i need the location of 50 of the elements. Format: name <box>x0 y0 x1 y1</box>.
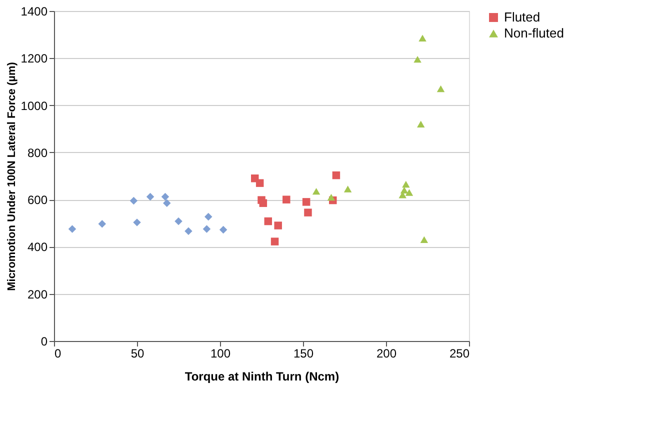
point <box>184 227 192 236</box>
x-tick-label: 50 <box>130 346 144 360</box>
point <box>332 171 340 180</box>
point <box>68 225 76 233</box>
y-tick-label: 200 <box>27 287 48 302</box>
point <box>416 120 425 128</box>
point <box>270 238 279 246</box>
point <box>256 179 264 187</box>
point <box>163 199 171 207</box>
point <box>344 186 352 192</box>
point <box>282 196 290 204</box>
point <box>259 199 268 207</box>
point <box>174 217 182 226</box>
point <box>436 85 445 92</box>
point <box>327 194 336 201</box>
x-tick-label: 150 <box>293 346 314 360</box>
point <box>418 34 426 42</box>
point <box>161 192 170 201</box>
point <box>219 226 228 234</box>
x-tick-label: 100 <box>210 346 231 360</box>
point <box>402 180 410 188</box>
point <box>146 192 154 201</box>
y-tick-label: 1400 <box>20 4 48 18</box>
point <box>304 208 312 216</box>
point <box>274 222 282 230</box>
point <box>133 218 141 226</box>
point <box>312 188 320 195</box>
point <box>202 225 211 233</box>
x-tick-label: 250 <box>449 346 470 360</box>
legend-label: Non-fluted <box>504 26 564 40</box>
y-tick-label: 400 <box>27 240 48 254</box>
x-axis-title: Torque at Ninth Turn (Ncm) <box>184 370 340 384</box>
point <box>405 189 414 196</box>
y-tick-label: 800 <box>27 146 48 160</box>
x-tick-label: 200 <box>376 346 397 360</box>
point <box>414 56 422 63</box>
y-tick-label: 1200 <box>20 52 48 66</box>
point <box>264 217 272 226</box>
y-tick-label: 600 <box>27 193 48 208</box>
point <box>98 220 106 228</box>
point <box>204 212 212 221</box>
x-tick-label: 0 <box>54 346 62 360</box>
point <box>302 198 310 206</box>
point <box>130 196 138 205</box>
y-axis-title: Micromotion Under 100N Lateral Force (µm) <box>6 62 18 291</box>
legend-label: Fluted <box>504 10 540 24</box>
point <box>400 186 408 194</box>
y-tick-label: 0 <box>40 334 48 348</box>
point <box>420 236 428 243</box>
y-tick-label: 1000 <box>20 98 48 113</box>
